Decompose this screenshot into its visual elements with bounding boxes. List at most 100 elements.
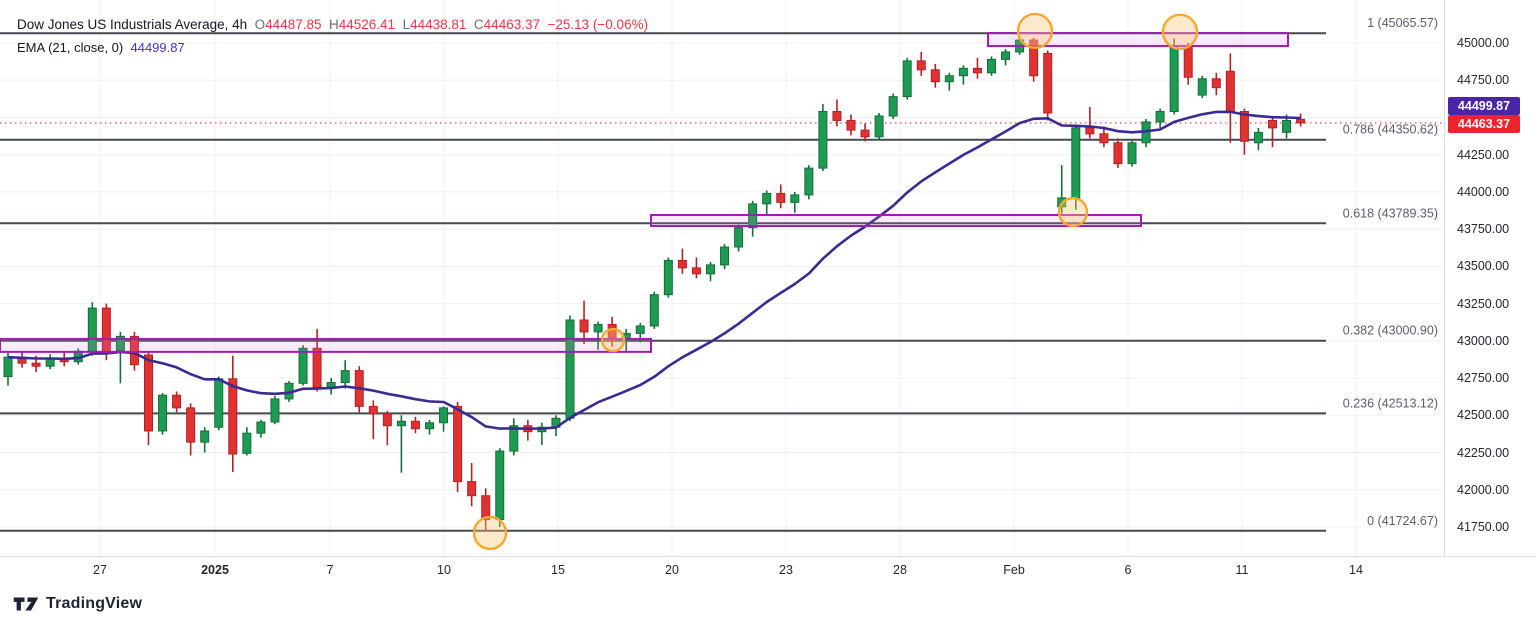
candle — [200, 427, 210, 453]
candle — [579, 300, 589, 344]
candle — [902, 57, 912, 100]
candle — [944, 72, 954, 91]
time-tick-label: 27 — [93, 563, 107, 577]
candle — [186, 403, 196, 456]
candle — [1043, 50, 1053, 121]
time-tick-label: 7 — [326, 563, 334, 577]
candle — [144, 351, 153, 446]
candle — [720, 244, 730, 270]
price-tick-label: 41750.00 — [1457, 520, 1510, 534]
price-tick-label: 42500.00 — [1457, 408, 1510, 423]
circle-marker[interactable] — [1057, 196, 1089, 228]
candle — [860, 123, 870, 142]
tradingview-mark-icon — [13, 596, 39, 612]
supply-demand-zone[interactable] — [650, 214, 1142, 228]
candle — [1197, 75, 1207, 99]
time-tick-label: 20 — [665, 563, 679, 577]
time-tick-label: 11 — [1235, 563, 1249, 577]
time-tick-label: 6 — [1124, 563, 1132, 577]
candle — [706, 261, 715, 282]
candle — [1239, 108, 1249, 155]
candle — [649, 291, 659, 329]
candle — [17, 351, 27, 368]
circle-marker[interactable] — [600, 327, 626, 353]
candle — [818, 104, 828, 172]
supply-demand-zone[interactable] — [0, 337, 652, 353]
ema-line[interactable] — [7, 110, 1301, 431]
candle — [846, 114, 856, 136]
price-tick-label: 43000.00 — [1457, 333, 1510, 348]
candle — [214, 376, 224, 431]
candle — [762, 190, 772, 215]
price-tick-label: 44000.00 — [1457, 184, 1510, 199]
candle — [1113, 138, 1123, 169]
candle — [256, 419, 266, 438]
price-tick-label: 42000.00 — [1457, 482, 1510, 497]
candle — [790, 191, 800, 213]
candle — [888, 93, 898, 119]
price-tick-label: 44750.00 — [1457, 73, 1510, 88]
candle — [326, 378, 336, 395]
fib-level-label: 1 (45065.57) — [1367, 16, 1438, 30]
time-tick-label: 23 — [779, 563, 793, 577]
candle — [172, 391, 182, 413]
price-tick-label: 45000.00 — [1457, 36, 1510, 50]
candle — [115, 331, 125, 384]
candle — [776, 184, 786, 209]
candle — [1253, 127, 1263, 151]
candle — [958, 65, 968, 85]
candle — [734, 224, 744, 252]
price-tick-label: 44250.00 — [1457, 147, 1510, 162]
candle — [1169, 38, 1179, 115]
candle — [158, 392, 168, 435]
price-axis[interactable]: 44499.87 44463.37 45000.00 44750.00 44250.… — [1444, 0, 1536, 556]
candle — [874, 112, 884, 140]
candle — [1268, 115, 1277, 148]
candle — [382, 410, 392, 446]
fib-level-label: 0.382 (43000.90) — [1343, 324, 1438, 338]
candle — [523, 419, 533, 441]
fib-level-label: 0.618 (43789.35) — [1343, 206, 1438, 220]
candle — [1001, 48, 1011, 66]
candle — [677, 248, 687, 274]
candle — [607, 317, 617, 347]
candle — [1296, 113, 1306, 127]
candle — [495, 448, 505, 527]
candle — [270, 395, 280, 425]
candle — [1099, 126, 1109, 148]
candle — [410, 416, 420, 434]
candle — [453, 401, 463, 493]
time-tick-label: 28 — [893, 563, 907, 577]
price-tick-label: 43250.00 — [1457, 296, 1510, 311]
tradingview-brand-text: TradingView — [46, 595, 143, 612]
candle — [565, 315, 575, 422]
ema-price-badge: 44499.87 — [1448, 97, 1520, 116]
candle — [537, 422, 547, 446]
circle-marker[interactable] — [472, 515, 508, 551]
candle — [804, 165, 814, 200]
time-tick-label: 2025 — [201, 563, 229, 577]
fib-level-label: 0.786 (44350.62) — [1343, 123, 1438, 137]
candle — [1155, 108, 1165, 128]
candle — [340, 360, 350, 389]
time-tick-label: 10 — [437, 563, 451, 577]
circle-marker[interactable] — [1016, 12, 1054, 50]
last-price-badge: 44463.37 — [1448, 114, 1520, 133]
tradingview-logo[interactable]: TradingView — [13, 595, 142, 613]
circle-marker[interactable] — [1161, 13, 1199, 51]
price-tick-label: 43500.00 — [1457, 259, 1510, 274]
time-axis[interactable]: 27 2025 7 10 15 20 23 28 Feb 6 11 14 — [0, 556, 1536, 583]
price-tick-label: 43750.00 — [1457, 222, 1510, 237]
candle — [1141, 118, 1151, 148]
price-chart[interactable]: 1 (45065.57) 0.786 (44350.62) 0.618 (43789… — [0, 0, 1443, 556]
candle — [228, 355, 238, 472]
time-tick-label: 15 — [551, 563, 565, 577]
candle — [832, 99, 842, 127]
candle — [45, 354, 55, 370]
supply-demand-zone[interactable] — [987, 32, 1289, 47]
candle — [368, 400, 378, 440]
candle — [509, 418, 519, 456]
candle — [1085, 107, 1095, 139]
candle — [1127, 139, 1137, 167]
